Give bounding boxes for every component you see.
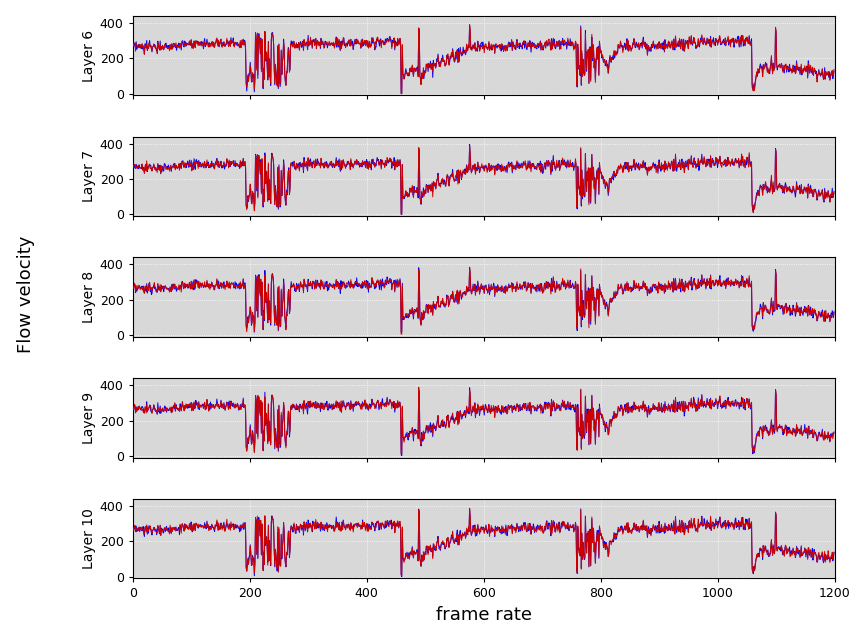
Y-axis label: Layer 8: Layer 8: [81, 271, 96, 323]
Y-axis label: Layer 6: Layer 6: [81, 29, 96, 82]
Y-axis label: Layer 10: Layer 10: [81, 508, 96, 569]
X-axis label: frame rate: frame rate: [436, 606, 532, 624]
Y-axis label: Layer 7: Layer 7: [81, 150, 96, 203]
Y-axis label: Layer 9: Layer 9: [81, 392, 96, 444]
Text: Flow velocity: Flow velocity: [16, 235, 35, 353]
